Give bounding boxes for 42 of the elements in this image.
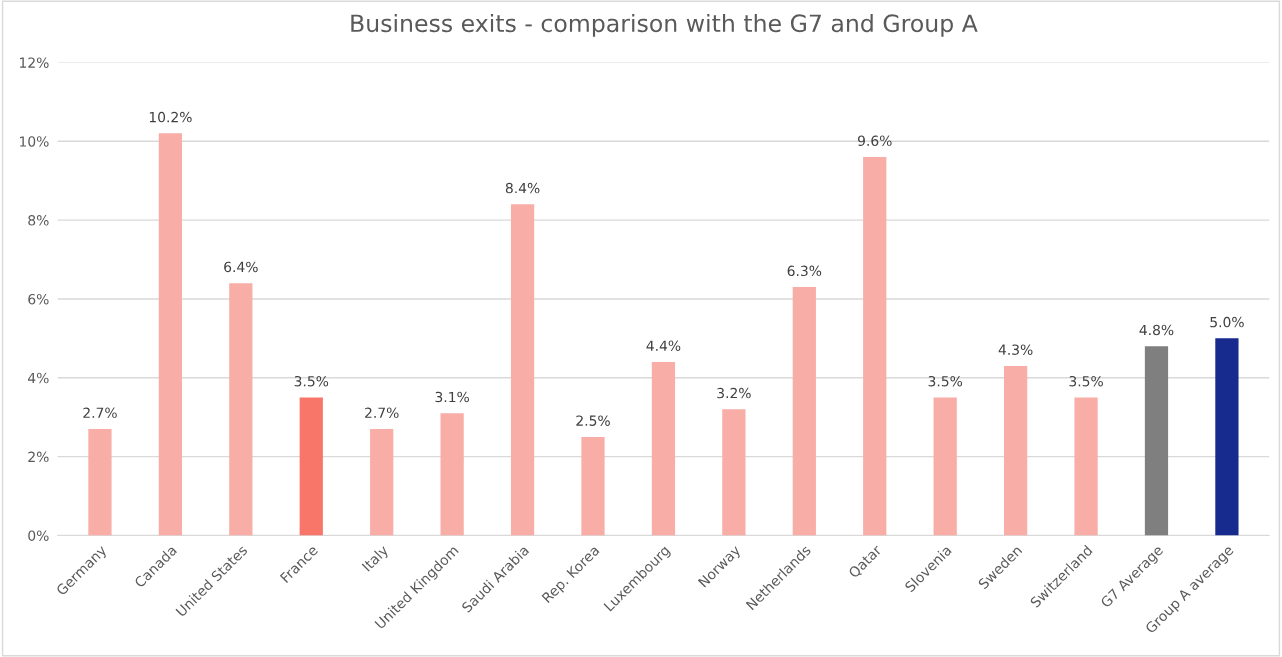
data-label: 3.1% [435, 391, 470, 403]
bar [933, 397, 957, 536]
data-label: 2.7% [365, 407, 399, 418]
data-label: 6.3% [787, 265, 822, 277]
data-label: 5.0% [1210, 316, 1244, 328]
y-tick-label: 12% [20, 57, 49, 68]
data-label: 8.4% [505, 182, 540, 194]
bar [722, 409, 746, 536]
chart-title: Business exits - comparison with the G7 and Group A [351, 13, 978, 37]
data-label: 4.3% [998, 344, 1033, 355]
data-label: 4.4% [646, 340, 681, 351]
data-label: 6.4% [224, 261, 258, 273]
bar [299, 397, 323, 536]
data-label: 3.5% [1069, 375, 1103, 387]
data-label: 10.2% [149, 111, 192, 123]
bar [440, 413, 464, 536]
bar [1074, 397, 1098, 536]
bar [229, 283, 253, 536]
bar [863, 157, 887, 536]
data-label: 3.2% [717, 387, 751, 399]
bar [158, 133, 183, 536]
y-tick-label: 0% [28, 530, 49, 541]
data-label: 9.6% [857, 135, 892, 146]
bar [1215, 338, 1239, 536]
bar [581, 436, 605, 536]
data-label: 2.7% [83, 407, 117, 418]
bar [88, 429, 112, 536]
bar [651, 362, 676, 536]
data-label: 2.5% [576, 415, 610, 426]
y-tick-label: 4% [28, 372, 49, 384]
data-label: 3.5% [294, 375, 329, 387]
bar [1003, 365, 1028, 536]
y-tick-label: 6% [28, 293, 49, 305]
bar [370, 429, 394, 536]
bar [510, 204, 535, 536]
bar [792, 287, 816, 536]
data-label: 3.5% [928, 375, 963, 387]
y-tick-label: 8% [28, 215, 49, 226]
bar [1144, 346, 1169, 536]
y-tick-label: 10% [20, 136, 49, 147]
y-tick-label: 2% [28, 451, 49, 463]
data-label: 4.8% [1139, 324, 1174, 336]
